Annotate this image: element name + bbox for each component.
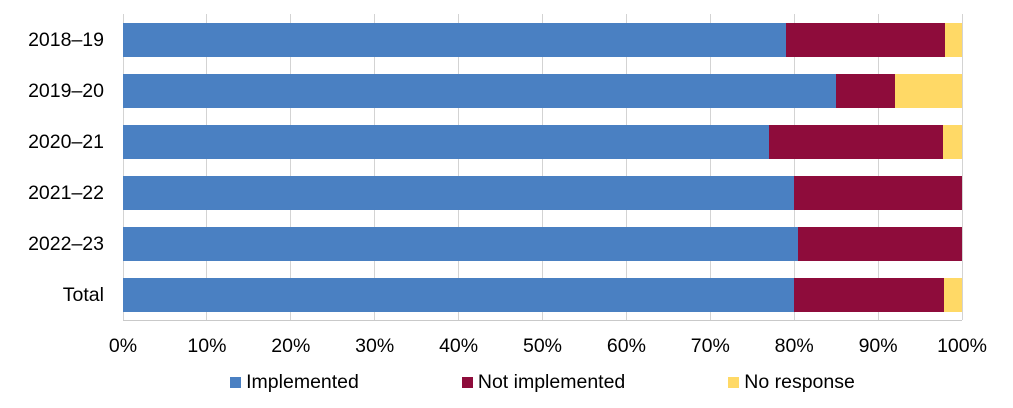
bar-row-total xyxy=(123,277,962,312)
x-axis-tick-50: 50% xyxy=(522,335,563,357)
bar-segment-not-implemented-2018-19 xyxy=(785,22,946,57)
gridline-90% xyxy=(877,14,879,320)
bar-segment-not-implemented-2020-21 xyxy=(769,124,943,159)
y-axis-label-total: Total xyxy=(62,283,104,306)
gridline-20% xyxy=(290,14,292,320)
bar-segment-implemented-2019-20 xyxy=(123,73,837,108)
y-axis-label-2018-19: 2018–19 xyxy=(28,28,104,51)
x-axis-tick-100: 100% xyxy=(937,335,987,357)
bar-segment-no-response-total xyxy=(943,277,962,312)
bar-segment-implemented-2022-23 xyxy=(123,226,799,261)
x-axis-tick-90: 90% xyxy=(858,335,898,357)
legend-label-not-implemented: Not implemented xyxy=(477,371,626,393)
bar-segment-not-implemented-2022-23 xyxy=(798,226,962,261)
y-axis-label-2020-21: 2020–21 xyxy=(28,130,104,153)
bar-segment-not-implemented-total xyxy=(794,277,944,312)
x-axis-tick-0: 0% xyxy=(108,335,138,357)
y-axis-label-2022-23: 2022–23 xyxy=(28,232,104,255)
bar-row-2019-20 xyxy=(123,73,962,108)
x-axis-tick-40: 40% xyxy=(439,335,479,357)
x-axis-tick-60: 60% xyxy=(606,335,646,357)
bar-segment-implemented-total xyxy=(123,277,795,312)
gridline-50% xyxy=(542,14,543,320)
gridline-30% xyxy=(374,14,376,320)
gridline-70% xyxy=(709,14,711,320)
gridline-40% xyxy=(458,14,460,320)
x-axis-tick-20: 20% xyxy=(271,335,311,357)
y-axis-label-2021-22: 2021–22 xyxy=(28,181,104,204)
y-axis-label-2019-20: 2019–20 xyxy=(28,79,104,102)
x-axis-tick-30: 30% xyxy=(355,335,395,357)
legend-item-implemented: Implemented xyxy=(230,371,359,393)
gridline-80% xyxy=(793,14,795,320)
gridline-100% xyxy=(961,14,963,320)
legend-item-not-implemented: Not implemented xyxy=(461,371,626,393)
legend-item-no-response: No response xyxy=(728,371,855,393)
legend-swatch-not-implemented-icon xyxy=(461,376,473,388)
plot-area xyxy=(122,14,963,321)
bar-row-2018-19 xyxy=(123,22,962,57)
x-axis-tick-70: 70% xyxy=(690,335,730,357)
bar-row-2021-22 xyxy=(123,175,962,210)
x-axis-labels: 0% 10% 20% 30% 40% 50% 60% 70% 80% 90% 100% xyxy=(109,334,987,358)
legend: Implemented Not implemented No response xyxy=(123,371,962,393)
bar-segment-implemented-2018-19 xyxy=(123,22,786,57)
legend-swatch-implemented-icon xyxy=(230,376,242,388)
bar-segment-no-response-2020-21 xyxy=(942,124,962,159)
legend-label-implemented: Implemented xyxy=(246,371,359,393)
x-axis-tick-10: 10% xyxy=(187,335,227,357)
gridline-0% xyxy=(122,14,124,320)
bar-segment-implemented-2021-22 xyxy=(123,175,795,210)
bar-segment-not-implemented-2019-20 xyxy=(836,73,895,108)
x-axis-tick-80: 80% xyxy=(774,335,814,357)
bar-segment-implemented-2020-21 xyxy=(123,124,770,159)
bar-row-2020-21 xyxy=(123,124,962,159)
gridline-10% xyxy=(206,14,208,320)
bar-segment-no-response-2019-20 xyxy=(894,73,962,108)
legend-label-no-response: No response xyxy=(744,371,855,393)
gridline-60% xyxy=(625,14,627,320)
bar-row-2022-23 xyxy=(123,226,962,261)
legend-swatch-no-response-icon xyxy=(728,376,740,388)
bar-segment-not-implemented-2021-22 xyxy=(794,175,962,210)
bar-segment-no-response-2018-19 xyxy=(945,22,962,57)
